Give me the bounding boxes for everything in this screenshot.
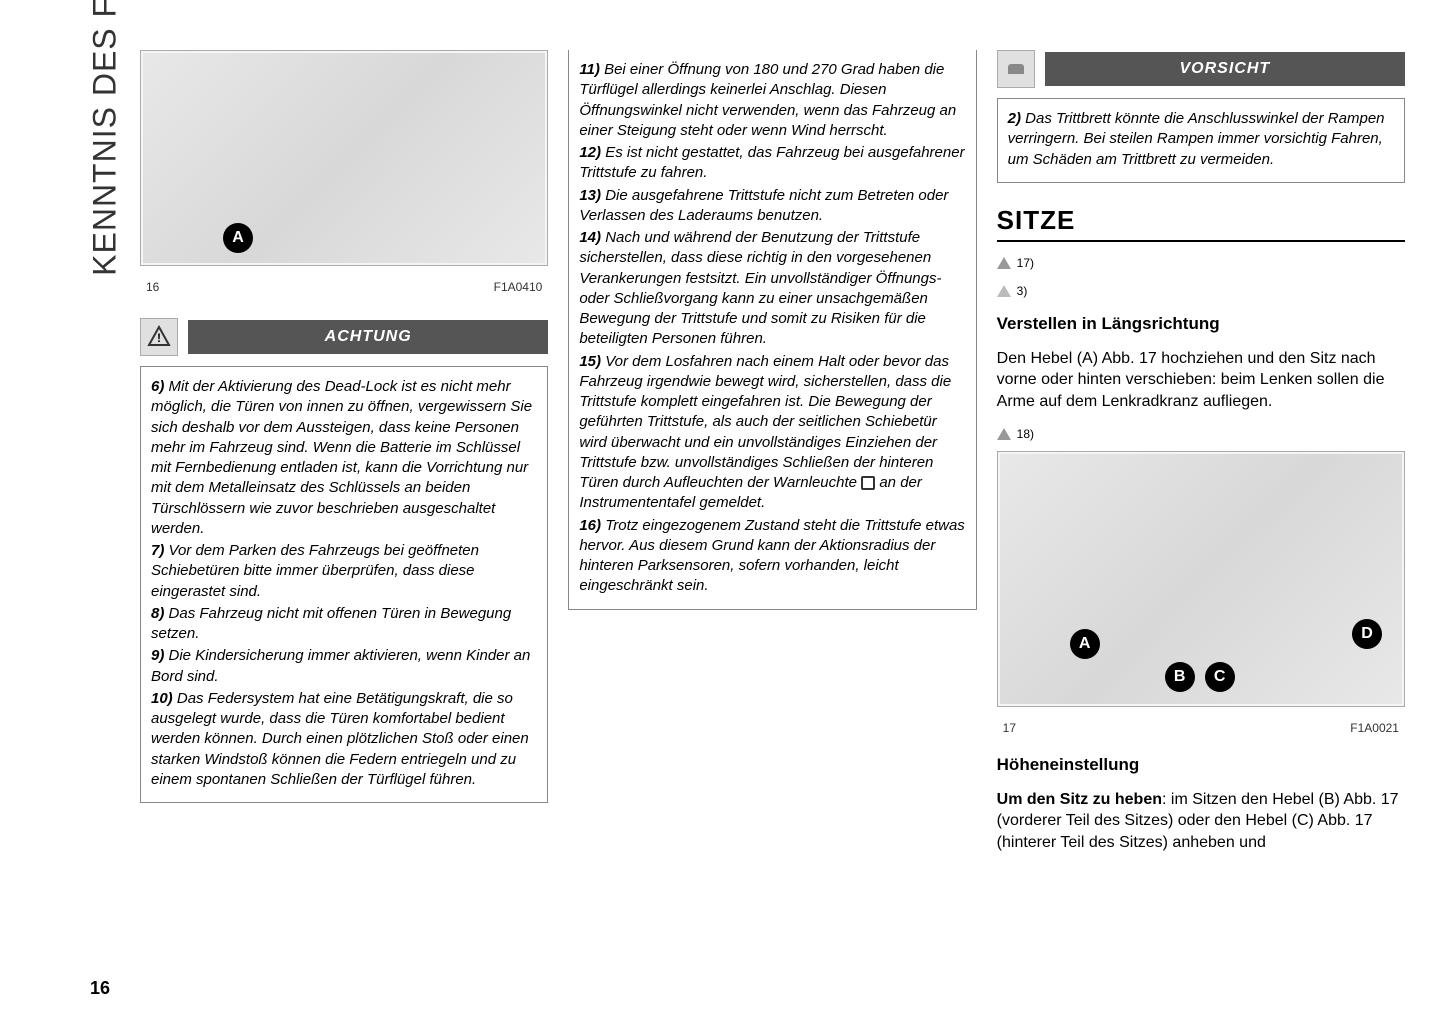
text-10: Das Federsystem hat eine Betätigungskraf… [151, 690, 529, 788]
text-2: Das Trittbrett könnte die Anschlusswinke… [1008, 110, 1385, 168]
triangle-icon [997, 257, 1011, 269]
triangle-icon [997, 428, 1011, 440]
text-12: Es ist nicht gestattet, das Fahrzeug bei… [579, 144, 964, 181]
ref-17: 17) [997, 256, 1405, 270]
figure-16-caption: 16 F1A0410 [140, 276, 548, 298]
ref-3-text: 3) [1017, 284, 1028, 298]
section-sitze: SITZE [997, 205, 1405, 242]
text-6: Mit der Aktivierung des Dead-Lock ist es… [151, 378, 532, 537]
ref-18: 18) [997, 427, 1405, 441]
para-hoehe-bold: Um den Sitz zu heben [997, 791, 1162, 808]
achtung-body: 6) Mit der Aktivierung des Dead-Lock ist… [140, 366, 548, 803]
num-9: 9) [151, 647, 164, 664]
figure-label-a: A [1070, 629, 1100, 659]
column-2: 11) Bei einer Öffnung von 180 und 270 Gr… [568, 50, 976, 920]
subheading-hoehe: Höheneinstellung [997, 755, 1405, 775]
figure-17: A B C D [997, 451, 1405, 707]
num-7: 7) [151, 542, 164, 559]
num-12: 12) [579, 144, 601, 161]
num-15: 15) [579, 353, 601, 370]
figure-label-c: C [1205, 662, 1235, 692]
warning-icon: ! [140, 318, 178, 356]
vorsicht-title: VORSICHT [1045, 52, 1405, 86]
triangle-icon [997, 285, 1011, 297]
car-icon [1008, 64, 1024, 74]
figure-17-image: A B C D [1000, 454, 1402, 704]
vorsicht-header: VORSICHT [997, 50, 1405, 88]
num-10: 10) [151, 690, 173, 707]
vorsicht-body: 2) Das Trittbrett könnte die Anschlusswi… [997, 98, 1405, 183]
text-15a: Vor dem Losfahren nach einem Halt oder b… [579, 353, 951, 492]
figure-number: 16 [146, 280, 159, 294]
caution-icon [997, 50, 1035, 88]
num-8: 8) [151, 605, 164, 622]
sidebar-chapter-label: KENNTNIS DES FAHRZEUGES [87, 0, 124, 276]
num-6: 6) [151, 378, 164, 395]
num-14: 14) [579, 229, 601, 246]
figure-16: A [140, 50, 548, 266]
figure-label-a: A [223, 223, 253, 253]
text-9: Die Kindersicherung immer aktivieren, we… [151, 647, 530, 684]
text-7: Vor dem Parken des Fahrzeugs bei geöffne… [151, 542, 479, 600]
figure-label-b: B [1165, 662, 1195, 692]
ref-18-text: 18) [1017, 427, 1034, 441]
page-content: A 16 F1A0410 ! ACHTUNG 6) Mit der Aktivi… [0, 0, 1445, 950]
text-11: Bei einer Öffnung von 180 und 270 Grad h… [579, 61, 956, 139]
column-1: A 16 F1A0410 ! ACHTUNG 6) Mit der Aktivi… [140, 50, 548, 920]
ref-3: 3) [997, 284, 1405, 298]
figure-16-image: A [143, 53, 545, 263]
column-3: VORSICHT 2) Das Trittbrett könnte die An… [997, 50, 1405, 920]
text-14: Nach und während der Benutzung der Tritt… [579, 229, 941, 347]
figure-17-caption: 17 F1A0021 [997, 717, 1405, 739]
achtung-header: ! ACHTUNG [140, 318, 548, 356]
subheading-laengs: Verstellen in Längsrichtung [997, 314, 1405, 334]
svg-text:!: ! [157, 331, 161, 345]
figure-code: F1A0410 [494, 280, 543, 294]
text-16: Trotz eingezogenem Zustand steht die Tri… [579, 517, 964, 595]
achtung-title: ACHTUNG [188, 320, 548, 354]
ref-17-text: 17) [1017, 256, 1034, 270]
figure-code: F1A0021 [1350, 721, 1399, 735]
text-8: Das Fahrzeug nicht mit offenen Türen in … [151, 605, 511, 642]
num-16: 16) [579, 517, 601, 534]
page-number: 16 [90, 978, 110, 999]
achtung-body-continued: 11) Bei einer Öffnung von 180 und 270 Gr… [568, 50, 976, 610]
door-warning-icon [861, 476, 875, 490]
num-2: 2) [1008, 110, 1021, 127]
para-laengs: Den Hebel (A) Abb. 17 hochziehen und den… [997, 348, 1405, 413]
num-11: 11) [579, 61, 600, 78]
text-13: Die ausgefahrene Trittstufe nicht zum Be… [579, 187, 948, 224]
num-13: 13) [579, 187, 601, 204]
figure-label-d: D [1352, 619, 1382, 649]
figure-number: 17 [1003, 721, 1016, 735]
para-hoehe: Um den Sitz zu heben: im Sitzen den Hebe… [997, 789, 1405, 854]
